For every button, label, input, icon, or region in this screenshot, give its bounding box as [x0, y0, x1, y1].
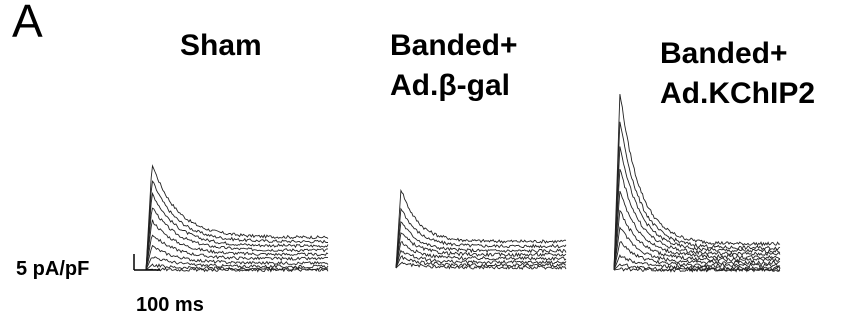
current-trace — [145, 207, 328, 271]
current-trace — [613, 121, 781, 271]
current-trace — [613, 190, 781, 271]
current-trace — [613, 240, 781, 271]
current-trace — [395, 249, 567, 269]
trace-title-sham: Sham — [180, 26, 262, 66]
trace-group-sham — [145, 164, 329, 273]
trace-group-banded-bgal — [395, 188, 567, 271]
scale-bar — [133, 254, 160, 271]
scale-bar-x-label: 100 ms — [136, 294, 204, 316]
scale-bar-y-label: 5 pA/pF — [16, 258, 90, 280]
current-trace — [145, 180, 328, 271]
current-trace — [613, 94, 781, 271]
current-trace — [613, 254, 781, 271]
current-trace — [395, 188, 567, 269]
current-trace — [145, 234, 329, 271]
current-trace — [145, 191, 329, 271]
panel-label: A — [12, 0, 43, 47]
current-trace — [395, 232, 567, 269]
current-trace — [613, 169, 781, 271]
current-trace — [145, 164, 329, 271]
current-trace — [395, 261, 567, 271]
trace-group-banded-kchip2 — [613, 94, 781, 273]
current-trace — [613, 267, 781, 273]
current-trace — [145, 256, 329, 271]
trace-title-line: Sham — [180, 29, 262, 62]
trace-title-banded-kchip2: Banded+ Ad.KChIP2 — [660, 34, 815, 114]
current-trace — [395, 221, 567, 269]
current-trace — [613, 226, 781, 271]
trace-title-line: Banded+ — [390, 29, 518, 62]
current-trace — [395, 207, 567, 269]
trace-title-banded-bgal: Banded+ Ad.β-gal — [390, 26, 518, 106]
trace-title-line: Ad.KChIP2 — [660, 77, 816, 110]
trace-title-line: Banded+ — [660, 37, 788, 70]
current-trace — [613, 209, 781, 271]
current-trace — [145, 219, 329, 271]
current-trace — [145, 244, 329, 271]
trace-title-line: Ad.β-gal — [390, 69, 510, 102]
current-trace — [145, 267, 329, 273]
current-trace — [395, 240, 567, 269]
